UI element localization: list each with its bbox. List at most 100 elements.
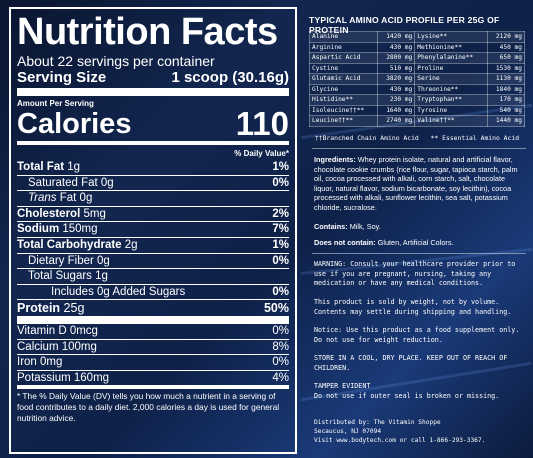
amino-name: Threonine**	[414, 83, 488, 95]
ingredients-text: Whey protein isolate, natural and artifi…	[314, 155, 518, 212]
amino-name: Cystine	[308, 62, 379, 74]
vitamin-label: Iron 0mg	[17, 356, 63, 369]
nutrient-row-total-fat: Total Fat 1g 1%	[17, 160, 289, 175]
nutrient-label: Sodium	[17, 223, 60, 236]
nutrient-amount: 2g	[124, 238, 138, 251]
amino-value: 1640 mg	[377, 104, 416, 116]
vitamin-label: Vitamin D 0mcg	[17, 325, 98, 338]
nutrient-amount: 0g	[97, 254, 110, 267]
contains-text: Milk, Soy.	[349, 222, 381, 231]
amino-name: Histidine**	[308, 94, 379, 106]
amino-value: 1440 mg	[486, 115, 526, 127]
serving-size-row: Serving Size 1 scoop (30.16g)	[17, 69, 289, 86]
does-not-contain-label: Does not contain:	[314, 238, 376, 247]
nutrient-row-sodium: Sodium 150mg 7%	[17, 221, 289, 237]
nutrient-dv: 0%	[272, 254, 289, 267]
divider	[312, 148, 526, 149]
amino-name: Valine††**	[414, 115, 488, 127]
eaa-note: ** Essential Amino Acid	[430, 134, 520, 142]
nutrient-amount: 0g	[100, 176, 114, 189]
amino-value: 2740 mg	[377, 115, 416, 127]
ingredients-label: Ingredients:	[314, 155, 356, 164]
tamper-title: TAMPER EVIDENT	[314, 382, 371, 390]
distributor-address: Secaucus, NJ 07094	[314, 428, 382, 435]
amino-value: 2800 mg	[377, 52, 416, 64]
nutrient-dv: 1%	[272, 238, 289, 251]
contains-block: Contains: Milk, Soy.	[314, 222, 526, 232]
does-not-contain-block: Does not contain: Gluten, Artificial Col…	[314, 238, 526, 248]
nutrient-dv: 7%	[272, 223, 289, 236]
amino-value: 540 mg	[486, 104, 526, 116]
amino-name: Proline	[414, 62, 488, 74]
amino-value: 430 mg	[377, 83, 416, 95]
vitamin-row: Calcium 100mg 8%	[17, 338, 289, 355]
nutrient-row-trans-fat: Trans Fat 0g	[17, 190, 289, 206]
nutrient-row-total-sugars: Total Sugars 1g	[17, 268, 289, 284]
nutrient-amount: 1g	[67, 161, 81, 173]
ingredients-block: Ingredients: Whey protein isolate, natur…	[314, 155, 526, 213]
amino-acid-table: Alanine 1420 mg Lysine** 2120 mg Arginine 43…	[308, 31, 526, 127]
sold-by-weight-text: This product is sold by weight, not by v…	[314, 298, 512, 316]
table-row: Leucine††** 2740 mg Valine††** 1440 mg	[308, 115, 526, 127]
nutrient-row-protein: Protein 25g 50%	[17, 299, 289, 316]
nutrient-label: Protein	[17, 301, 61, 316]
vitamin-row: Potassium 160mg 4%	[17, 369, 289, 386]
calories-value: 110	[235, 105, 289, 142]
nutrition-facts-panel: Nutrition Facts About 22 servings per co…	[9, 7, 297, 454]
amino-value: 1420 mg	[377, 31, 416, 43]
serving-size-label: Serving Size	[17, 69, 107, 86]
table-row: Isoleucine††** 1640 mg Tyrosine 540 mg	[308, 104, 526, 116]
nutrient-amount: 25g	[63, 301, 85, 316]
nutrient-row-dietary-fiber: Dietary Fiber 0g 0%	[17, 252, 289, 269]
vitamin-label: Calcium 100mg	[17, 340, 97, 353]
nutrient-row-total-carbohydrate: Total Carbohydrate 2g 1%	[17, 236, 289, 253]
amount-per-serving: Amount Per Serving	[17, 99, 94, 108]
table-row: Arginine 430 mg Methionine** 450 mg	[308, 41, 526, 53]
does-not-contain-text: Gluten, Artificial Colors.	[377, 238, 454, 247]
amino-value: 170 mg	[486, 94, 526, 106]
amino-name: Methionine**	[414, 41, 488, 53]
amino-value: 3820 mg	[377, 73, 416, 85]
amino-value: 2120 mg	[486, 31, 526, 43]
nutrient-label: Total Sugars	[28, 270, 92, 283]
amino-name: Leucine††**	[308, 115, 379, 127]
vitamin-label: Potassium 160mg	[17, 371, 110, 384]
nutrient-dv: 2%	[272, 207, 289, 220]
nutrition-facts-title: Nutrition Facts	[17, 11, 278, 53]
bcaa-note: ††Branched Chain Amino Acid	[314, 134, 419, 142]
nutrient-label: Trans	[28, 192, 57, 205]
medium-divider	[17, 141, 289, 145]
amino-value: 430 mg	[377, 41, 416, 53]
serving-size-value: 1 scoop (30.16g)	[171, 69, 289, 86]
amino-name: Alanine	[308, 31, 379, 43]
vitamin-row: Iron 0mg 0%	[17, 354, 289, 370]
amino-name: Arginine	[308, 41, 379, 53]
daily-value-header: % Daily Value*	[234, 149, 289, 158]
amino-name: Isoleucine††**	[308, 104, 379, 116]
amino-name: Glutamic Acid	[308, 73, 379, 85]
calories-row: Calories 110	[17, 105, 289, 142]
nutrient-amount: 5mg	[83, 207, 106, 220]
amino-name: Lysine**	[414, 31, 488, 43]
thick-divider	[17, 316, 289, 325]
calories-label: Calories	[17, 108, 132, 140]
divider	[312, 253, 526, 254]
nutrient-row-cholesterol: Cholesterol 5mg 2%	[17, 205, 289, 222]
amino-acid-profile-title: TYPICAL AMINO ACID PROFILE PER 25G OF PR…	[309, 15, 500, 35]
nutrient-amount: Fat 0g	[59, 192, 93, 205]
warning-text: WARNING: Consult your healthcare provide…	[314, 260, 516, 287]
table-row: Histidine** 230 mg Tryptophan** 170 mg	[308, 94, 526, 106]
amino-value: 1530 mg	[486, 62, 526, 74]
thick-divider	[17, 88, 289, 96]
nutrient-amount: 150mg	[62, 223, 98, 236]
vitamin-dv: 0%	[272, 325, 289, 338]
amino-value: 230 mg	[377, 94, 416, 106]
vitamin-dv: 0%	[272, 356, 289, 369]
nutrient-label: Includes 0g Added Sugars	[51, 285, 186, 298]
nutrient-row-added-sugars: Includes 0g Added Sugars 0%	[17, 283, 289, 300]
tamper-evident-block: TAMPER EVIDENT Do not use if outer seal …	[314, 382, 526, 401]
amino-name: Serine	[414, 73, 488, 85]
amino-name: Tryptophan**	[414, 94, 488, 106]
amino-value: 1840 mg	[486, 83, 526, 95]
daily-value-footnote: * The % Daily Value (DV) tells you how m…	[17, 385, 289, 423]
